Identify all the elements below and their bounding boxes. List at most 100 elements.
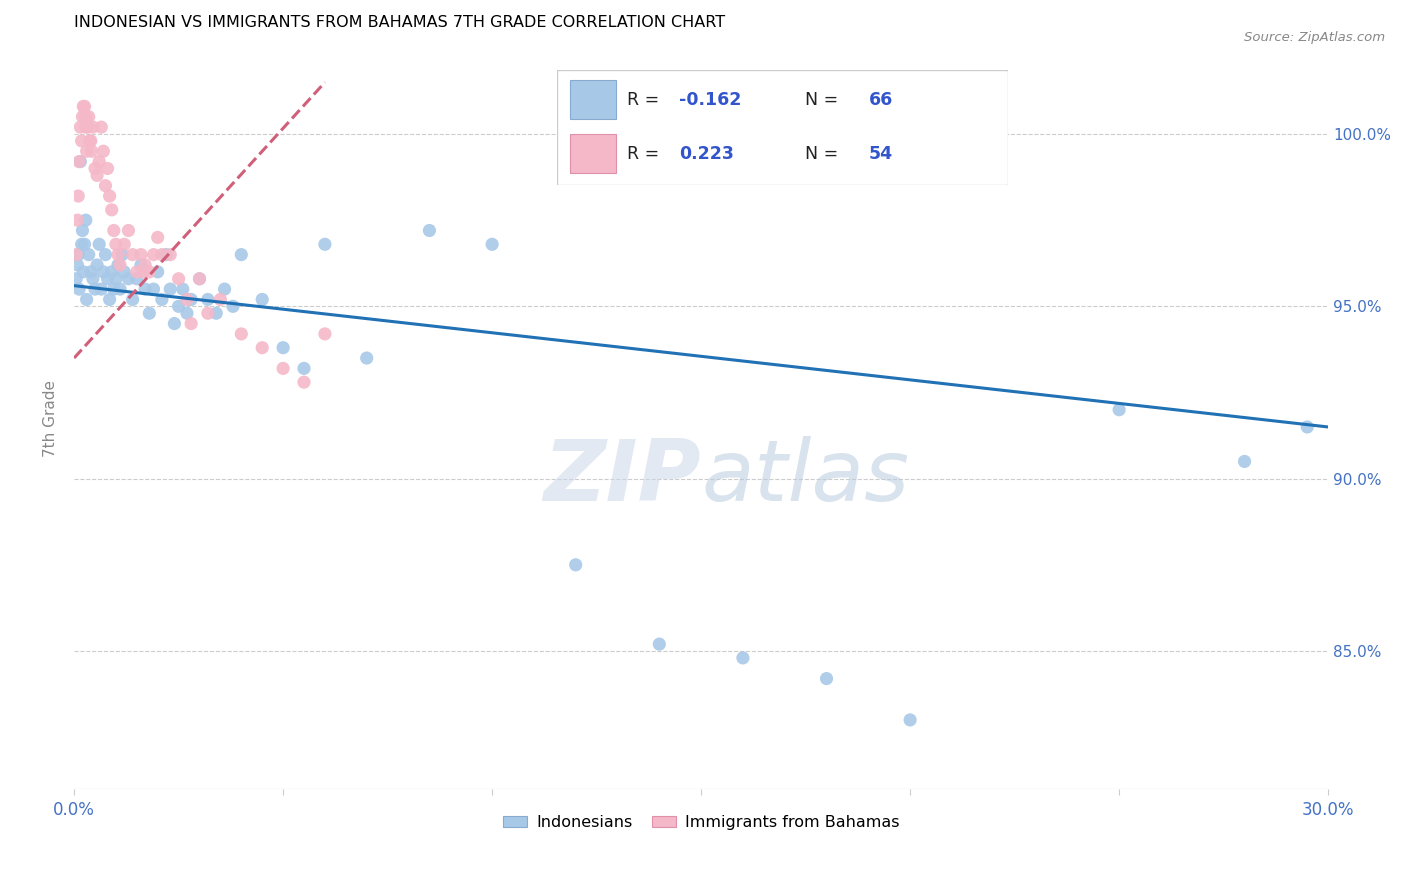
Point <box>731 651 754 665</box>
Point <box>77 247 100 261</box>
Point <box>100 265 122 279</box>
Point <box>65 272 87 286</box>
Point <box>180 293 202 307</box>
Point <box>73 99 96 113</box>
Point <box>564 558 586 572</box>
Point <box>167 272 190 286</box>
Point <box>121 247 143 261</box>
Point <box>80 134 103 148</box>
Point <box>94 178 117 193</box>
Point <box>89 154 111 169</box>
Point <box>214 282 236 296</box>
Point <box>197 306 219 320</box>
Point <box>150 247 173 261</box>
Point <box>112 237 135 252</box>
Point <box>86 169 108 183</box>
Point <box>250 341 273 355</box>
Point <box>146 230 169 244</box>
Point <box>72 110 94 124</box>
Point <box>69 120 91 134</box>
Point <box>77 120 100 134</box>
Point <box>205 306 228 320</box>
Point <box>117 272 139 286</box>
Point <box>188 272 211 286</box>
Point <box>75 120 97 134</box>
Point <box>180 317 202 331</box>
Point <box>418 223 440 237</box>
Point <box>231 247 253 261</box>
Point <box>67 247 90 261</box>
Point <box>80 265 103 279</box>
Point <box>100 202 122 217</box>
Point <box>72 223 94 237</box>
Point <box>172 282 194 296</box>
Point <box>72 99 94 113</box>
Point <box>134 282 156 296</box>
Point <box>129 258 152 272</box>
Point <box>66 213 89 227</box>
Point <box>1108 402 1130 417</box>
Point <box>155 247 177 261</box>
Point <box>107 258 129 272</box>
Point <box>163 317 186 331</box>
Point <box>176 306 198 320</box>
Point <box>134 258 156 272</box>
Point <box>222 299 245 313</box>
Point <box>138 265 160 279</box>
Point <box>117 223 139 237</box>
Point <box>108 282 131 296</box>
Point <box>815 672 838 686</box>
Point <box>75 110 97 124</box>
Text: Source: ZipAtlas.com: Source: ZipAtlas.com <box>1244 31 1385 45</box>
Point <box>84 282 107 296</box>
Point <box>93 145 115 159</box>
Point <box>103 223 125 237</box>
Point <box>112 265 135 279</box>
Point <box>98 293 121 307</box>
Point <box>98 189 121 203</box>
Point <box>82 120 104 134</box>
Point <box>96 272 118 286</box>
Point <box>70 237 93 252</box>
Point <box>271 341 294 355</box>
Point <box>93 265 115 279</box>
Point <box>138 306 160 320</box>
Point <box>104 237 127 252</box>
Point <box>80 145 103 159</box>
Point <box>129 247 152 261</box>
Legend: Indonesians, Immigrants from Bahamas: Indonesians, Immigrants from Bahamas <box>496 809 905 837</box>
Point <box>94 247 117 261</box>
Point <box>73 237 96 252</box>
Point <box>76 145 98 159</box>
Point <box>103 282 125 296</box>
Point <box>90 120 112 134</box>
Point <box>481 237 503 252</box>
Point <box>111 247 134 261</box>
Point <box>107 247 129 261</box>
Point <box>167 299 190 313</box>
Point <box>1233 454 1256 468</box>
Point <box>108 258 131 272</box>
Point <box>197 293 219 307</box>
Point <box>70 134 93 148</box>
Point <box>146 265 169 279</box>
Point <box>231 326 253 341</box>
Point <box>250 293 273 307</box>
Point <box>79 134 101 148</box>
Point <box>209 293 232 307</box>
Point <box>121 293 143 307</box>
Point <box>159 282 181 296</box>
Point <box>271 361 294 376</box>
Point <box>648 637 671 651</box>
Point <box>67 282 90 296</box>
Point <box>104 272 127 286</box>
Point <box>90 282 112 296</box>
Point <box>84 161 107 176</box>
Point <box>159 247 181 261</box>
Point <box>188 272 211 286</box>
Point <box>86 258 108 272</box>
Point <box>89 237 111 252</box>
Point <box>66 258 89 272</box>
Point <box>67 154 90 169</box>
Point <box>898 713 921 727</box>
